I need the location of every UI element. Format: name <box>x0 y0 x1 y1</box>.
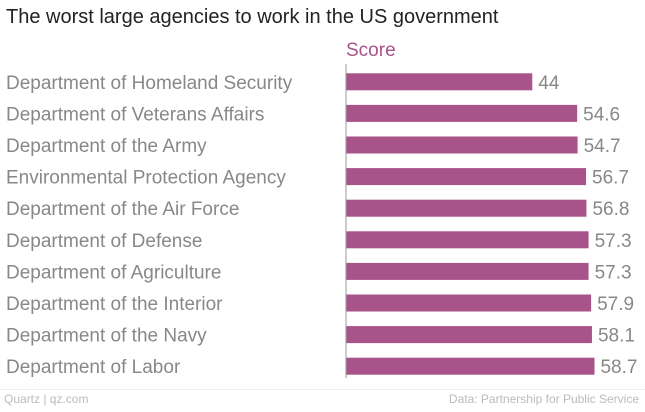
series-label: Score <box>346 40 396 61</box>
footer-divider <box>0 389 645 390</box>
value-label: 57.3 <box>595 231 632 252</box>
bar <box>346 136 578 154</box>
category-label: Department of Agriculture <box>6 262 221 283</box>
value-label: 57.9 <box>597 294 634 315</box>
bar <box>346 231 589 249</box>
category-label: Department of the Navy <box>6 326 207 347</box>
bar <box>346 168 587 186</box>
category-label: Department of Homeland Security <box>6 73 293 94</box>
bar <box>346 73 533 91</box>
value-label: 54.7 <box>584 136 621 157</box>
value-label: 56.7 <box>592 168 629 189</box>
value-label: 56.8 <box>592 199 629 220</box>
bar <box>346 294 592 312</box>
bar-chart: Score Department of Homeland Security 44 D… <box>0 40 645 380</box>
value-label: 57.3 <box>595 262 632 283</box>
footer: Quartz | qz.com Data: Partnership for Pu… <box>0 392 645 410</box>
row-band <box>0 68 645 95</box>
value-label: 44 <box>538 73 560 94</box>
category-label: Department of the Army <box>6 136 207 157</box>
category-label: Department of Defense <box>6 231 202 252</box>
category-label: Department of Labor <box>6 357 181 378</box>
source-credit: Quartz | qz.com <box>4 392 89 406</box>
category-label: Department of the Interior <box>6 294 223 315</box>
value-label: 58.1 <box>598 326 635 347</box>
bar <box>346 357 595 375</box>
bar <box>346 104 578 122</box>
bar <box>346 262 589 280</box>
bar <box>346 326 592 344</box>
data-credit: Data: Partnership for Public Service <box>448 392 639 406</box>
bar <box>346 199 587 217</box>
category-label: Department of Veterans Affairs <box>6 104 264 125</box>
category-label: Environmental Protection Agency <box>6 168 286 189</box>
value-label: 54.6 <box>583 104 620 125</box>
category-label: Department of the Air Force <box>6 199 239 220</box>
chart-title: The worst large agencies to work in the … <box>6 6 499 28</box>
value-label: 58.7 <box>600 357 637 378</box>
